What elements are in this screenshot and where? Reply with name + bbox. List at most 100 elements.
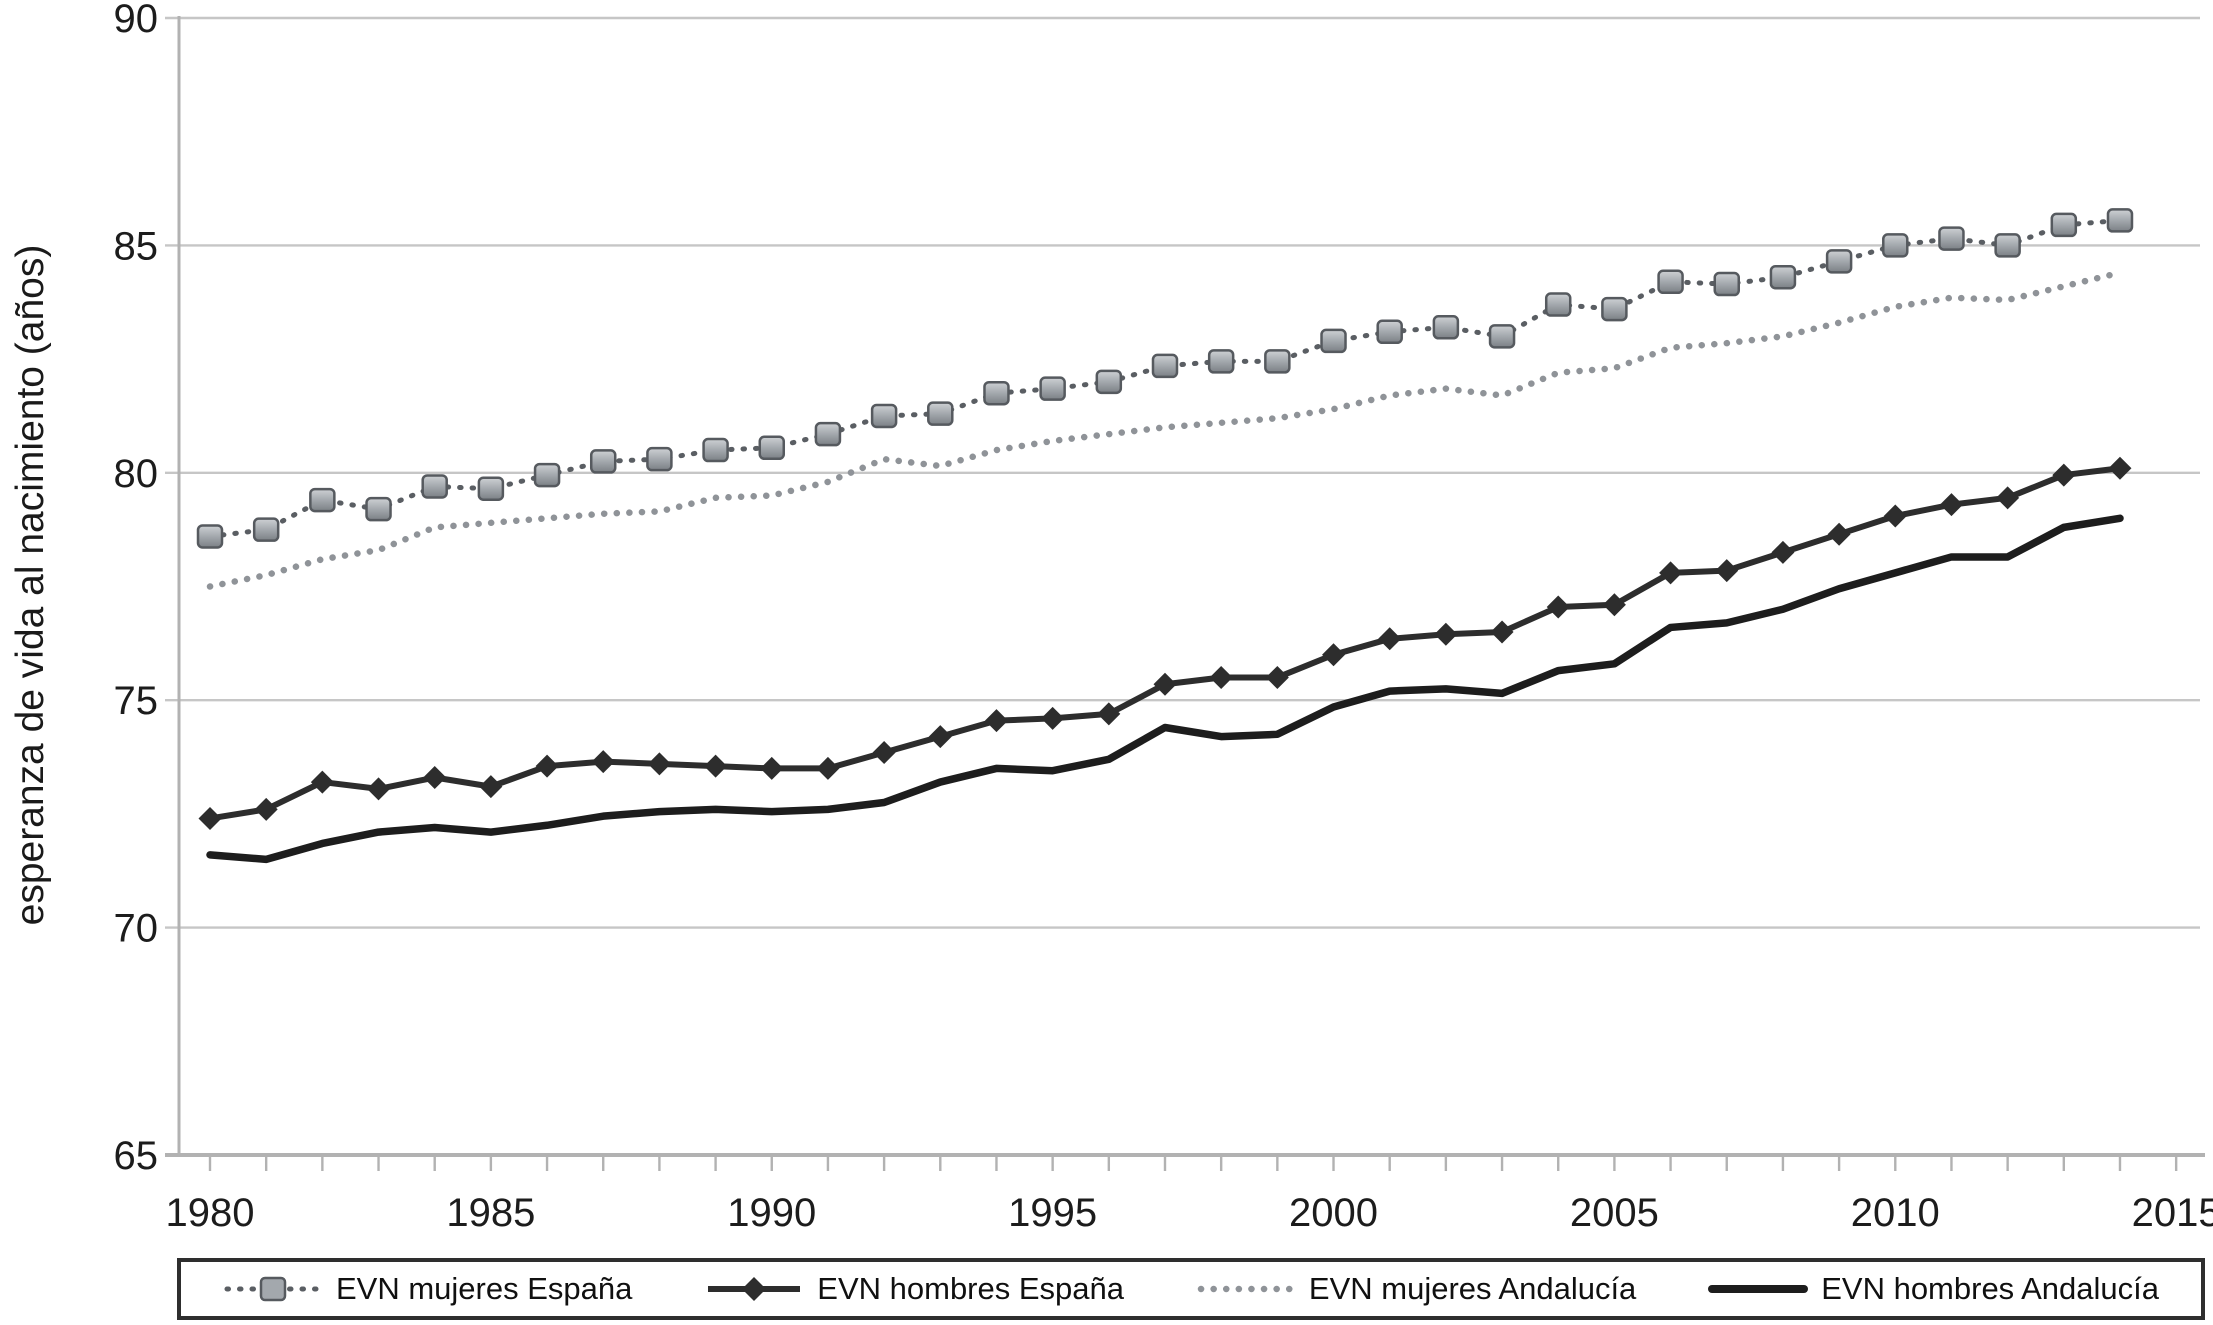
y-tick-label: 85 <box>114 224 159 268</box>
data-point-diamond <box>198 806 222 830</box>
legend-item-mujeres-andalucia[interactable]: EVN mujeres Andalucía <box>1196 1271 1636 1307</box>
data-point-diamond <box>1322 643 1346 667</box>
data-point-square <box>365 496 392 522</box>
data-point-diamond <box>1715 559 1739 583</box>
series-mujeres-andalucia <box>206 269 2124 590</box>
x-tick-label: 1990 <box>727 1191 816 1235</box>
data-point-diamond <box>367 777 391 801</box>
data-point-square <box>1825 249 1853 274</box>
data-point-square <box>196 524 224 549</box>
data-point-square <box>1713 271 1741 297</box>
x-tick-label: 2010 <box>1851 1191 1940 1235</box>
data-point-diamond <box>760 756 784 780</box>
data-point-square <box>870 403 898 429</box>
data-point-diamond <box>2108 456 2132 480</box>
y-tick-label: 80 <box>114 452 159 496</box>
legend-label: EVN hombres Andalucía <box>1821 1271 2159 1306</box>
data-point-diamond <box>254 797 278 821</box>
legend-item-hombres-andalucia[interactable]: EVN hombres Andalucía <box>1708 1271 2159 1307</box>
data-point-diamond <box>1939 493 1963 517</box>
data-point-square <box>1994 233 2021 258</box>
data-point-square <box>1151 353 1179 379</box>
series-mujeres-espana <box>196 208 2134 549</box>
legend-marker-square-dotted-icon <box>224 1276 322 1302</box>
data-point-diamond <box>1434 622 1458 646</box>
data-point-square <box>2106 208 2134 233</box>
series-hombres-espana <box>198 456 2132 830</box>
legend-label: EVN mujeres España <box>336 1271 633 1306</box>
data-point-square <box>1657 269 1684 295</box>
data-point-diamond <box>1153 672 1177 696</box>
data-point-square <box>814 421 842 447</box>
data-point-diamond <box>1265 665 1289 689</box>
data-point-square <box>533 462 561 488</box>
data-point-diamond <box>479 775 503 799</box>
data-point-square <box>1769 264 1797 290</box>
data-point-diamond <box>1827 522 1851 546</box>
data-point-diamond <box>1659 561 1683 585</box>
data-point-square <box>1207 349 1235 374</box>
data-point-square <box>1882 233 1909 258</box>
data-point-square <box>927 401 954 426</box>
data-point-square <box>1432 315 1460 340</box>
data-point-diamond <box>2052 463 2076 487</box>
data-point-diamond <box>1602 593 1626 617</box>
x-tick-label: 1995 <box>1008 1191 1097 1235</box>
data-point-diamond <box>1097 702 1121 726</box>
legend-item-hombres-espana[interactable]: EVN hombres España <box>704 1271 1124 1307</box>
data-point-square <box>1039 376 1066 401</box>
data-point-square <box>702 437 729 463</box>
data-point-diamond <box>1378 627 1402 651</box>
legend-label: EVN mujeres Andalucía <box>1308 1271 1637 1306</box>
data-point-square <box>477 476 505 501</box>
x-tick-label: 2000 <box>1289 1191 1378 1235</box>
legend-marker-gray-dots-icon <box>1197 1285 1296 1293</box>
x-tick-label: 1985 <box>446 1191 535 1235</box>
legend-marker-thick-line-icon <box>1708 1285 1809 1293</box>
x-tick-label: 2015 <box>2132 1191 2213 1235</box>
legend: EVN mujeres España EVN hombres España EV… <box>177 1258 2205 1320</box>
data-point-diamond <box>1883 504 1907 528</box>
y-tick-label: 70 <box>114 907 159 951</box>
data-point-diamond <box>816 756 840 780</box>
data-point-square <box>2050 212 2078 238</box>
data-point-diamond <box>1996 486 2020 510</box>
data-point-square <box>1488 324 1516 349</box>
gridlines: 90 85 80 75 70 65 <box>114 0 2200 1178</box>
data-point-square <box>1095 369 1123 395</box>
data-point-square <box>421 474 448 499</box>
data-point-diamond <box>704 754 728 778</box>
data-point-square <box>1601 296 1628 322</box>
data-point-square <box>1938 226 1965 251</box>
data-point-diamond <box>1546 595 1570 619</box>
data-point-diamond <box>310 770 334 794</box>
x-tick-label: 2005 <box>1570 1191 1659 1235</box>
x-tick-label: 1980 <box>166 1191 255 1235</box>
axes: 1980 1985 1990 1995 2000 2005 2010 2015 <box>165 16 2213 1235</box>
data-point-diamond <box>423 766 447 790</box>
data-point-diamond <box>1771 540 1795 564</box>
data-point-square <box>758 435 786 461</box>
legend-marker-diamond-line-icon <box>708 1277 801 1301</box>
data-point-square <box>1320 328 1347 354</box>
data-point-square <box>252 517 280 542</box>
data-point-diamond <box>591 750 615 774</box>
data-point-square <box>646 446 673 472</box>
data-point-diamond <box>1041 706 1065 730</box>
y-tick-label: 75 <box>114 679 159 723</box>
data-point-diamond <box>1490 620 1514 644</box>
legend-item-mujeres-espana[interactable]: EVN mujeres España <box>223 1271 632 1307</box>
data-point-square <box>983 380 1010 406</box>
data-point-diamond <box>535 754 559 778</box>
data-point-diamond <box>647 752 671 776</box>
data-point-diamond <box>928 725 952 749</box>
data-point-diamond <box>984 709 1008 733</box>
data-point-square <box>1544 292 1572 317</box>
data-point-diamond <box>872 741 896 765</box>
y-axis-title: esperanza de vida al nacimiento (años) <box>9 244 52 926</box>
data-point-square <box>1264 349 1291 374</box>
y-tick-label: 90 <box>114 0 159 41</box>
data-point-square <box>309 487 336 513</box>
data-point-square <box>589 449 617 474</box>
series-hombres-andalucia <box>206 514 2124 864</box>
